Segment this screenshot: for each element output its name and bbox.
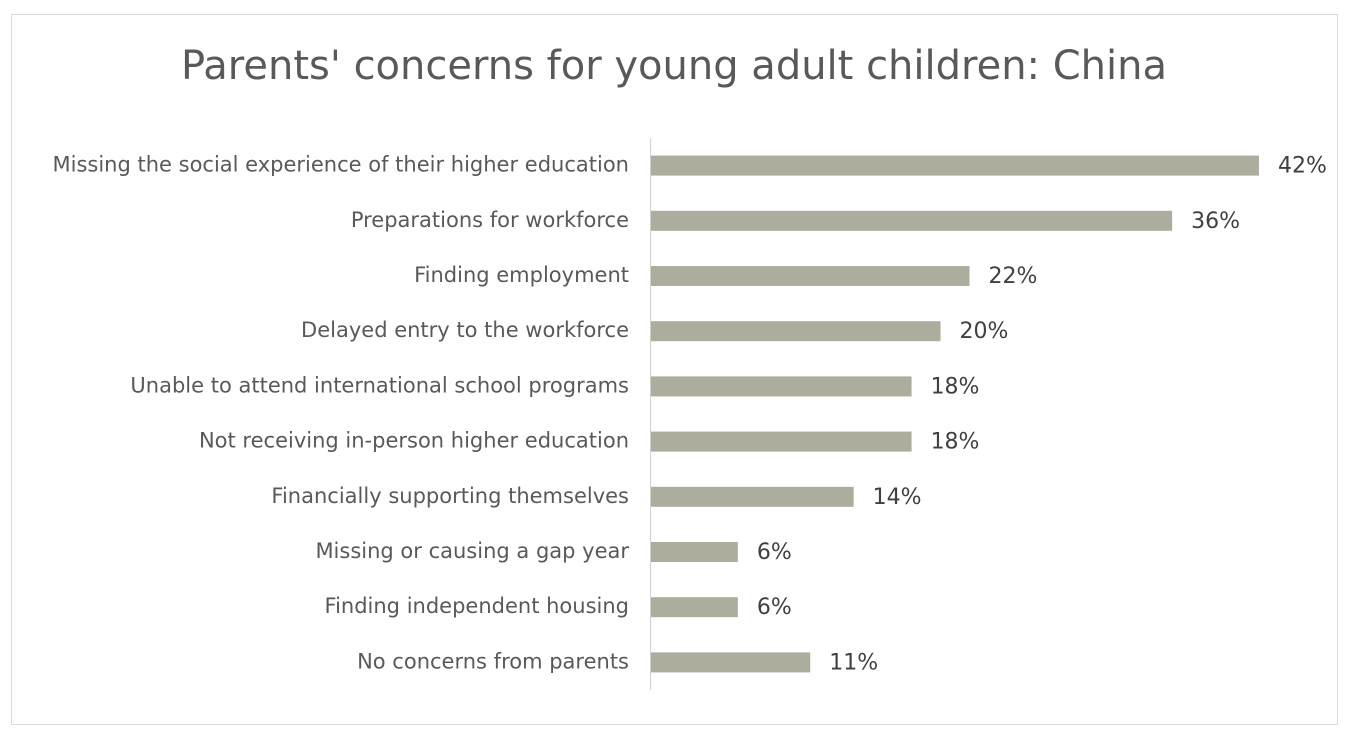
- bar: [651, 542, 738, 562]
- bar: [651, 431, 912, 452]
- y-tick-label: Finding employment: [414, 263, 629, 287]
- y-tick-label: Not receiving in-person higher education: [199, 429, 629, 453]
- bar: [651, 597, 738, 618]
- y-tick-label: Financially supporting themselves: [271, 484, 629, 508]
- data-label: 11%: [829, 650, 878, 675]
- bar: [651, 210, 1173, 231]
- bar: [651, 321, 941, 342]
- data-label: 42%: [1278, 154, 1327, 179]
- bar: [651, 155, 1259, 176]
- data-label: 6%: [757, 595, 792, 620]
- y-tick-label: No concerns from parents: [357, 649, 629, 673]
- y-tick-label: Missing or causing a gap year: [315, 539, 629, 563]
- data-label: 18%: [931, 430, 980, 455]
- y-tick-label: Preparations for workforce: [351, 208, 629, 232]
- data-label: 6%: [757, 540, 792, 565]
- chart-title: Parents' concerns for young adult childr…: [181, 43, 1167, 89]
- data-label: 14%: [873, 485, 922, 510]
- bar: [651, 376, 912, 397]
- y-tick-label: Unable to attend international school pr…: [130, 373, 629, 397]
- data-label: 22%: [988, 264, 1037, 289]
- data-label: 18%: [931, 374, 980, 399]
- bar: [651, 652, 811, 673]
- data-label: 20%: [960, 319, 1009, 344]
- data-label: 36%: [1191, 209, 1240, 234]
- y-tick-label: Delayed entry to the workforce: [301, 318, 629, 342]
- y-tick-label: Missing the social experience of their h…: [53, 153, 629, 177]
- bar: [651, 486, 854, 507]
- bar: [651, 266, 970, 286]
- y-tick-label: Finding independent housing: [325, 594, 629, 618]
- chart-frame: [11, 14, 1338, 725]
